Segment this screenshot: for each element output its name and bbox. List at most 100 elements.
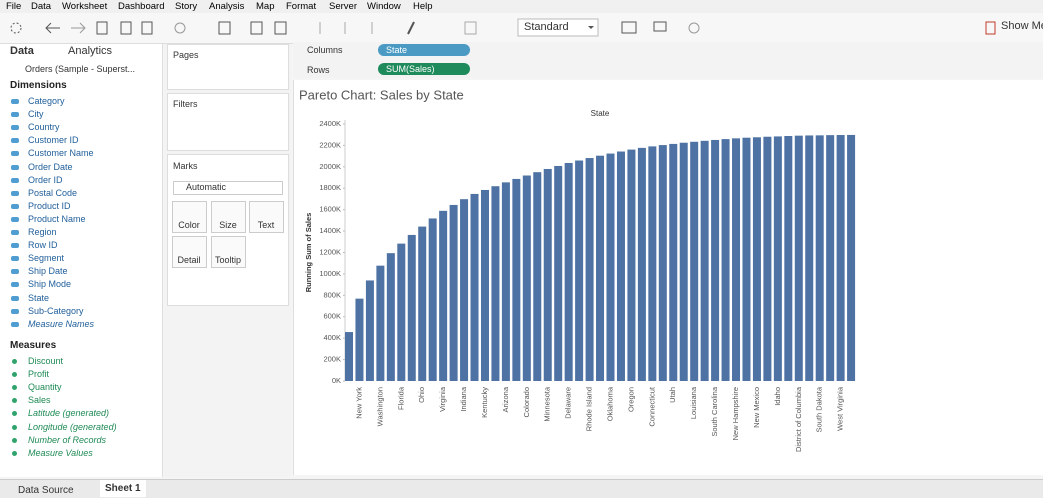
data-tab[interactable]: Data: [10, 45, 34, 57]
measure-field[interactable]: Number of Records: [28, 434, 107, 445]
mark-button-label[interactable]: Size: [219, 220, 237, 230]
bar: [711, 139, 720, 381]
measure-field[interactable]: Longitude (generated): [28, 421, 117, 432]
fit-dropdown[interactable]: [517, 18, 599, 37]
dimension-field[interactable]: Product Name: [28, 213, 86, 224]
data-source-name[interactable]: Orders (Sample - Superst...: [25, 64, 136, 74]
bar: [376, 265, 385, 381]
x-tick-label: Washington: [375, 387, 384, 426]
mark-button[interactable]: [211, 201, 246, 233]
dimension-field[interactable]: Postal Code: [28, 187, 78, 198]
bar: [742, 137, 751, 381]
mark-button[interactable]: [211, 236, 246, 268]
measure-field[interactable]: Measure Values: [28, 447, 93, 458]
dimension-icon: [11, 295, 19, 301]
labels-icon[interactable]: [464, 21, 477, 35]
mark-button[interactable]: [172, 236, 207, 268]
clear-icon[interactable]: [274, 21, 287, 35]
undo-icon[interactable]: [45, 22, 60, 34]
pause-icon[interactable]: [141, 21, 153, 35]
menu-item[interactable]: Story: [175, 1, 198, 12]
dimension-icon: [11, 282, 19, 288]
menu-item[interactable]: Format: [286, 1, 317, 12]
dimension-icon: [11, 99, 19, 104]
dimension-field[interactable]: Region: [28, 227, 57, 237]
data-source-tab[interactable]: Data Source: [18, 485, 74, 496]
bar: [815, 135, 824, 381]
x-tick-label: Minnesota: [543, 386, 552, 421]
bar: [449, 204, 458, 381]
dimension-field[interactable]: Order Date: [28, 161, 73, 172]
dimension-field[interactable]: Measure Names: [28, 318, 95, 329]
highlight-icon[interactable]: [407, 21, 415, 35]
dimension-field[interactable]: Customer ID: [28, 135, 79, 146]
measure-field[interactable]: Latitude (generated): [28, 408, 110, 419]
dimension-field[interactable]: Ship Date: [28, 266, 68, 277]
mark-button-label[interactable]: Tooltip: [214, 255, 241, 265]
columns-pill[interactable]: State: [378, 44, 470, 56]
x-tick-label: Arizona: [501, 386, 510, 412]
x-tick-label: Indiana: [459, 386, 468, 411]
dimension-field[interactable]: Sub-Category: [28, 305, 84, 316]
bar: [365, 280, 374, 381]
rows-pill[interactable]: SUM(Sales): [378, 63, 470, 75]
dimension-field[interactable]: Country: [28, 122, 60, 133]
menu-item[interactable]: Dashboard: [118, 1, 165, 12]
bar: [690, 141, 699, 381]
dimension-field[interactable]: City: [28, 109, 44, 120]
sheet-tab[interactable]: Sheet 1: [100, 480, 146, 497]
menu-item[interactable]: Map: [256, 1, 275, 12]
duplicate-icon[interactable]: [250, 21, 263, 35]
menu-item[interactable]: Window: [367, 1, 401, 12]
redo-icon[interactable]: [71, 22, 86, 34]
menu-item[interactable]: Help: [413, 1, 433, 12]
y-tick-label: 600K: [323, 312, 341, 321]
measure-icon: [12, 398, 17, 404]
fit-label[interactable]: Standard: [524, 21, 569, 33]
save-icon[interactable]: [96, 21, 108, 35]
new-sheet-icon[interactable]: [218, 21, 231, 35]
analytics-tab[interactable]: Analytics: [68, 45, 113, 57]
bar: [522, 175, 531, 381]
bar: [721, 139, 730, 381]
measure-field[interactable]: Profit: [28, 369, 50, 380]
datasource-icon[interactable]: [120, 21, 132, 35]
dimension-field[interactable]: Ship Mode: [28, 279, 72, 290]
dimension-field[interactable]: State: [28, 292, 50, 303]
presentation-icon[interactable]: [653, 21, 667, 32]
share-icon[interactable]: [688, 22, 700, 34]
measure-field[interactable]: Sales: [28, 395, 51, 406]
mark-button-label[interactable]: Color: [178, 220, 200, 230]
menu-item[interactable]: Analysis: [209, 1, 245, 12]
bar: [732, 138, 741, 381]
dimension-field[interactable]: Segment: [28, 253, 65, 264]
dimension-field[interactable]: Product ID: [28, 200, 71, 211]
dimension-icon: [11, 138, 19, 144]
dimension-field[interactable]: Customer Name: [28, 148, 94, 159]
refresh-icon[interactable]: [174, 22, 186, 34]
mark-button[interactable]: [249, 201, 284, 233]
show-me-button[interactable]: Show Me: [1001, 20, 1043, 32]
cards-icon[interactable]: [621, 21, 637, 34]
show-me-icon[interactable]: [985, 21, 996, 35]
bar: [564, 162, 573, 381]
dimension-field[interactable]: Row ID: [28, 240, 58, 251]
x-tick-label: New Hampshire: [731, 387, 740, 440]
dimension-field[interactable]: Category: [28, 96, 65, 106]
menu-item[interactable]: Worksheet: [62, 1, 108, 12]
mark-button-label[interactable]: Detail: [177, 255, 201, 265]
measure-field[interactable]: Discount: [28, 356, 64, 366]
dimension-field[interactable]: Order ID: [28, 174, 63, 185]
mark-button-label[interactable]: Text: [257, 220, 275, 230]
menu-item[interactable]: File: [6, 1, 22, 12]
sort-icons[interactable]: [319, 22, 373, 34]
mark-button[interactable]: [172, 201, 207, 233]
x-tick-label: South Carolina: [710, 386, 719, 436]
tab-bar: [0, 479, 1043, 498]
menu-item[interactable]: Server: [329, 1, 357, 12]
mark-type-dropdown[interactable]: Automatic: [173, 181, 283, 195]
menu-item[interactable]: Data: [31, 1, 52, 12]
filters-title: Filters: [173, 99, 198, 109]
x-tick-label: Colorado: [522, 387, 531, 417]
measure-field[interactable]: Quantity: [28, 382, 62, 393]
